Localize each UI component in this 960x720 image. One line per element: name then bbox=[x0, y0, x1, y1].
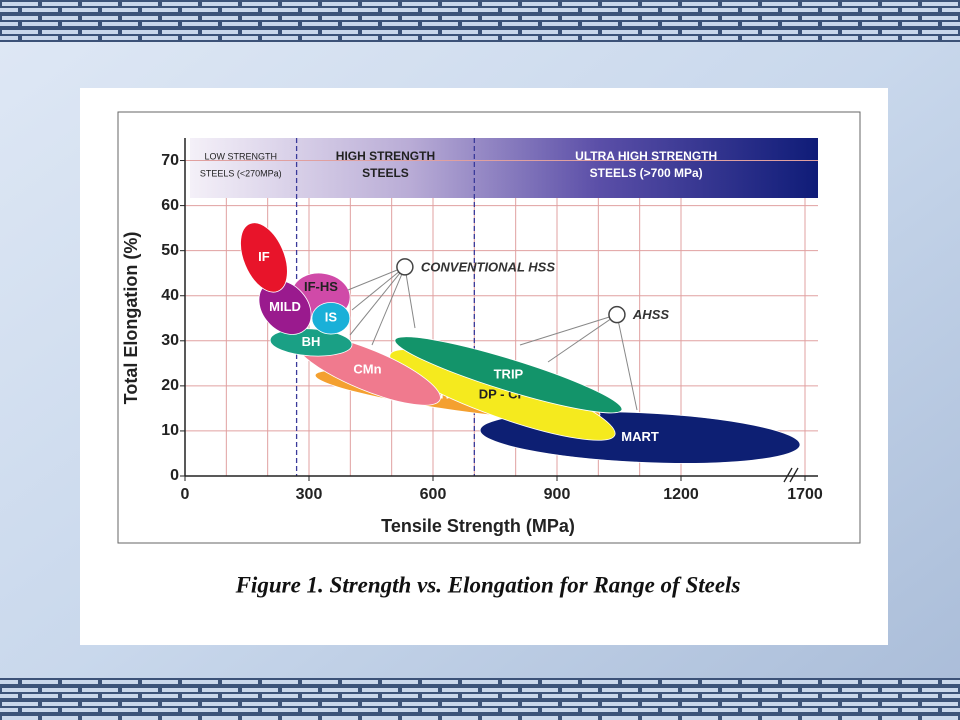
callout-line bbox=[347, 266, 406, 291]
plot: LOW STRENGTH STEELS (<270MPa) HIGH STRENGT… bbox=[121, 138, 823, 536]
caption: Figure 1. Strength vs. Elongation for Ra… bbox=[235, 572, 741, 597]
x-tick-label: 1200 bbox=[663, 486, 699, 503]
band-label: STEELS (<270MPa) bbox=[200, 168, 282, 178]
callout-line bbox=[349, 266, 406, 336]
callout-line bbox=[371, 266, 406, 346]
y-tick-label: 40 bbox=[161, 287, 179, 304]
callout-line bbox=[547, 314, 618, 363]
y-tick-label: 70 bbox=[161, 152, 179, 169]
y-tick-label: 0 bbox=[170, 467, 179, 484]
y-tick-label: 60 bbox=[161, 197, 179, 214]
x-tick-label: 1700 bbox=[787, 486, 823, 503]
callout-line bbox=[351, 266, 406, 311]
x-tick-label: 600 bbox=[420, 486, 447, 503]
steel-region bbox=[240, 222, 288, 293]
band-label: STEELS bbox=[362, 166, 409, 180]
band-label: HIGH STRENGTH bbox=[336, 149, 435, 163]
x-tick-label: 300 bbox=[296, 486, 323, 503]
region-label: IF-HS bbox=[304, 279, 338, 294]
band-label: ULTRA HIGH STRENGTH bbox=[575, 149, 717, 163]
y-tick-label: 50 bbox=[161, 242, 179, 259]
callout-line bbox=[404, 266, 416, 329]
x-tick-label: 900 bbox=[544, 486, 571, 503]
band-label: LOW STRENGTH bbox=[205, 151, 278, 161]
callout-line bbox=[616, 314, 638, 411]
region-label: IF bbox=[258, 249, 270, 264]
band-header bbox=[190, 138, 818, 198]
region-label: BH bbox=[302, 334, 321, 349]
callout-line bbox=[519, 314, 618, 346]
y-tick-label: 30 bbox=[161, 332, 179, 349]
y-tick-label: 20 bbox=[161, 377, 179, 394]
x-axis-label: Tensile Strength (MPa) bbox=[381, 516, 575, 536]
region-label: IS bbox=[325, 310, 338, 325]
annotation-label: AHSS bbox=[632, 307, 669, 322]
annotation-marker bbox=[608, 305, 626, 324]
region-label: MART bbox=[621, 429, 659, 444]
band-label: STEELS (>700 MPa) bbox=[590, 166, 703, 180]
region-label: TRIP bbox=[494, 366, 524, 381]
annotation-label: CONVENTIONAL HSS bbox=[421, 259, 555, 274]
annotation-marker bbox=[396, 258, 414, 276]
x-tick-label: 0 bbox=[181, 486, 190, 503]
region-label: MILD bbox=[269, 299, 301, 314]
bottom-border bbox=[0, 678, 960, 720]
axis-break bbox=[789, 467, 799, 483]
y-axis-label: Total Elongation (%) bbox=[121, 232, 141, 405]
steel-region bbox=[311, 302, 351, 335]
top-border bbox=[0, 0, 960, 42]
axis-break bbox=[783, 467, 793, 483]
region-label: CMn bbox=[353, 361, 381, 376]
steel-region bbox=[394, 336, 623, 414]
steel-region bbox=[269, 328, 353, 357]
y-tick-label: 10 bbox=[161, 422, 179, 439]
